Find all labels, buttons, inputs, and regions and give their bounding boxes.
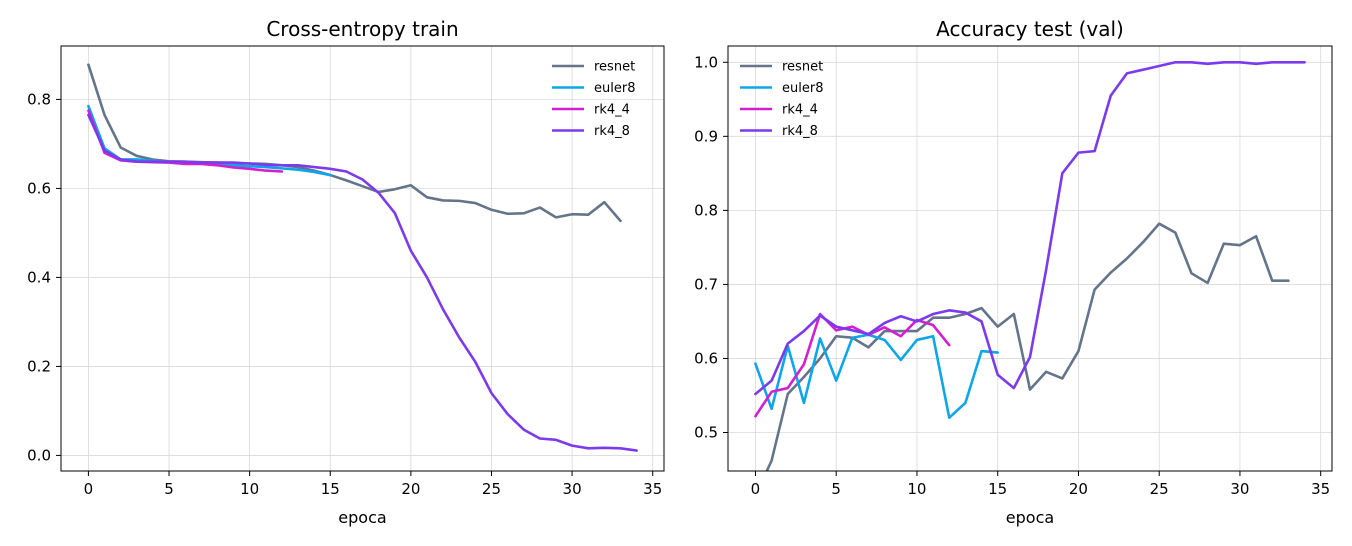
x-tick-label-35: 35 [1311, 480, 1330, 498]
x-tick-label-10: 10 [907, 480, 926, 498]
x-tick-label-25: 25 [1150, 480, 1169, 498]
y-tick-label-0-0: 0.0 [27, 446, 51, 464]
legend-label-euler8: euler8 [594, 81, 635, 96]
series-line-resnet [765, 222, 1290, 471]
x-tick-label-35: 35 [643, 480, 662, 498]
chart-title: Cross-entropy train [266, 17, 458, 41]
legend-label-rk4-4: rk4_4 [594, 103, 630, 118]
y-tick-label-0-9: 0.9 [694, 127, 718, 145]
x-tick-label-5: 5 [831, 480, 841, 498]
x-tick-label-10: 10 [240, 480, 259, 498]
legend-label-resnet: resnet [594, 60, 635, 75]
legend-label-euler8: euler8 [782, 81, 823, 96]
chart-accuracy-test: 0 5 10 15 20 25 30 35 0.5 0.6 0.7 0.8 0.9 1.0 Accuracy… [694, 17, 1333, 527]
x-tick-label-15: 15 [988, 480, 1007, 498]
series-line-rk4-8 [754, 60, 1306, 396]
x-tick-label-15: 15 [321, 480, 340, 498]
y-tick-label-0-4: 0.4 [27, 268, 51, 286]
y-tick-label-0-5: 0.5 [694, 423, 718, 441]
y-tick-label-0-7: 0.7 [694, 275, 718, 293]
plot-frame [727, 45, 1333, 472]
series-line-rk4-4 [754, 312, 951, 418]
x-tick-label-25: 25 [482, 480, 501, 498]
x-axis-label: epoca [338, 508, 386, 527]
y-tick-label-0-6: 0.6 [27, 179, 51, 197]
x-tick-label-20: 20 [1069, 480, 1088, 498]
legend: resnet euler8 rk4_4 rk4_8 [552, 60, 635, 139]
y-tick-label-0-8: 0.8 [694, 201, 718, 219]
legend: resnet euler8 rk4_4 rk4_8 [740, 60, 823, 139]
x-tick-label-30: 30 [1230, 480, 1249, 498]
x-tick-label-0: 0 [751, 480, 761, 498]
series-line-rk4-8 [87, 113, 638, 452]
x-tick-label-30: 30 [563, 480, 582, 498]
legend-label-rk4-8: rk4_8 [782, 124, 818, 139]
y-tick-label-0-8: 0.8 [27, 90, 51, 108]
y-tick-label-1-0: 1.0 [694, 53, 718, 71]
y-tick-label-0-6: 0.6 [694, 349, 718, 367]
legend-label-resnet: resnet [782, 60, 823, 75]
x-axis-label: epoca [1006, 508, 1054, 527]
plot-frame [60, 45, 665, 472]
y-tick-label-0-2: 0.2 [27, 357, 51, 375]
series-line-euler8 [754, 333, 1000, 419]
legend-label-rk4-8: rk4_8 [594, 124, 630, 139]
x-tick-label-0: 0 [84, 480, 94, 498]
legend-label-rk4-4: rk4_4 [782, 103, 818, 118]
x-tick-label-5: 5 [164, 480, 174, 498]
chart-title: Accuracy test (val) [936, 17, 1124, 41]
series-line-resnet [87, 63, 622, 223]
x-tick-label-20: 20 [401, 480, 420, 498]
chart-cross-entropy-train: 0 5 10 15 20 25 30 35 0.0 0.2 0.4 0.6 0.8 Cross-entro… [27, 17, 665, 527]
